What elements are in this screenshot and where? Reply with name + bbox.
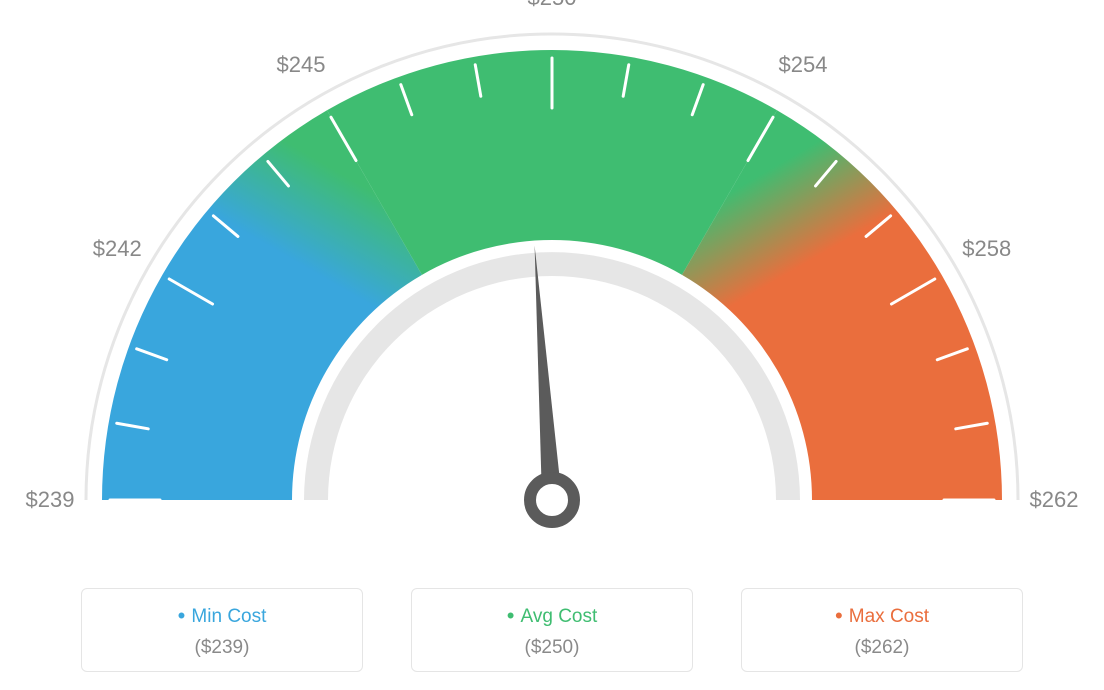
- gauge-svg: [0, 0, 1104, 560]
- gauge-tick-label: $258: [962, 236, 1011, 262]
- gauge-tick-label: $242: [93, 236, 142, 262]
- gauge-tick-label: $245: [277, 52, 326, 78]
- legend-card-avg: Avg Cost ($250): [411, 588, 693, 672]
- gauge-tick-label: $254: [779, 52, 828, 78]
- chart-container: $239 $242 $245 $250 $254 $258 $262 Min Cost ($…: [0, 0, 1104, 690]
- legend-row: Min Cost ($239) Avg Cost ($250) Max Cost…: [0, 588, 1104, 672]
- legend-card-max: Max Cost ($262): [741, 588, 1023, 672]
- legend-title-min: Min Cost: [82, 603, 362, 629]
- legend-title-avg: Avg Cost: [412, 603, 692, 629]
- gauge-tick-label: $239: [26, 487, 75, 513]
- legend-value-avg: ($250): [412, 637, 692, 659]
- legend-value-min: ($239): [82, 637, 362, 659]
- gauge-area: $239 $242 $245 $250 $254 $258 $262: [0, 0, 1104, 560]
- legend-title-max: Max Cost: [742, 603, 1022, 629]
- gauge-tick-label: $262: [1030, 487, 1079, 513]
- legend-value-max: ($262): [742, 637, 1022, 659]
- gauge-tick-label: $250: [528, 0, 577, 11]
- legend-card-min: Min Cost ($239): [81, 588, 363, 672]
